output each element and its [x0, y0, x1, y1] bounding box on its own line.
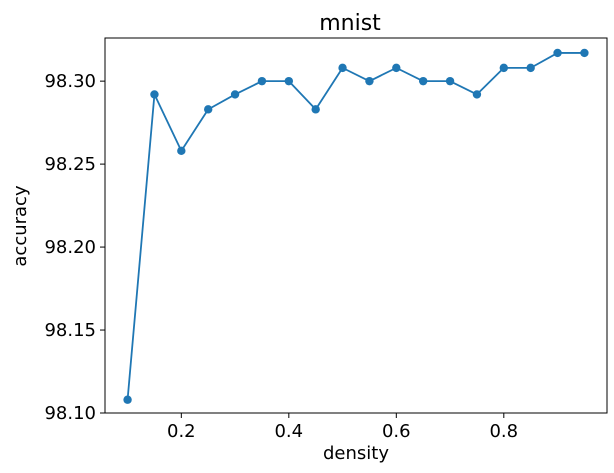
data-point	[257, 76, 267, 86]
data-point	[472, 90, 482, 99]
y-tick-label: 98.15	[44, 320, 96, 341]
data-point	[311, 105, 320, 114]
data-point	[123, 395, 132, 404]
x-tick-label: 0.2	[167, 421, 196, 442]
data-point	[230, 90, 240, 99]
data-point	[499, 63, 509, 73]
data-point	[365, 76, 374, 86]
data-point	[553, 48, 562, 58]
plot-frame	[104, 37, 608, 414]
x-tick-label: 0.6	[382, 421, 411, 442]
y-tick-label: 98.30	[44, 71, 96, 92]
x-tick-label: 0.8	[489, 421, 518, 442]
data-point	[150, 90, 159, 99]
data-point	[580, 48, 589, 58]
data-point	[284, 76, 294, 86]
y-tick-label: 98.25	[44, 154, 96, 175]
y-axis-label: accuracy	[10, 185, 31, 267]
data-point	[445, 76, 455, 86]
y-tick-label: 98.10	[44, 403, 96, 424]
data-point	[203, 105, 213, 114]
data-point	[392, 63, 401, 73]
data-point	[526, 63, 535, 73]
y-tick-label: 98.20	[44, 237, 96, 258]
data-point	[418, 76, 428, 86]
series-line	[126, 52, 585, 400]
data-point	[177, 146, 186, 156]
x-tick-label: 0.4	[274, 421, 303, 442]
data-point	[338, 63, 347, 73]
chart-title: mnist	[319, 11, 381, 36]
x-axis-label: density	[323, 443, 389, 464]
plot-area: 0.2 0.4 0.6 0.8 98.10 98.15 98.20 98.25 98.30	[44, 48, 589, 442]
